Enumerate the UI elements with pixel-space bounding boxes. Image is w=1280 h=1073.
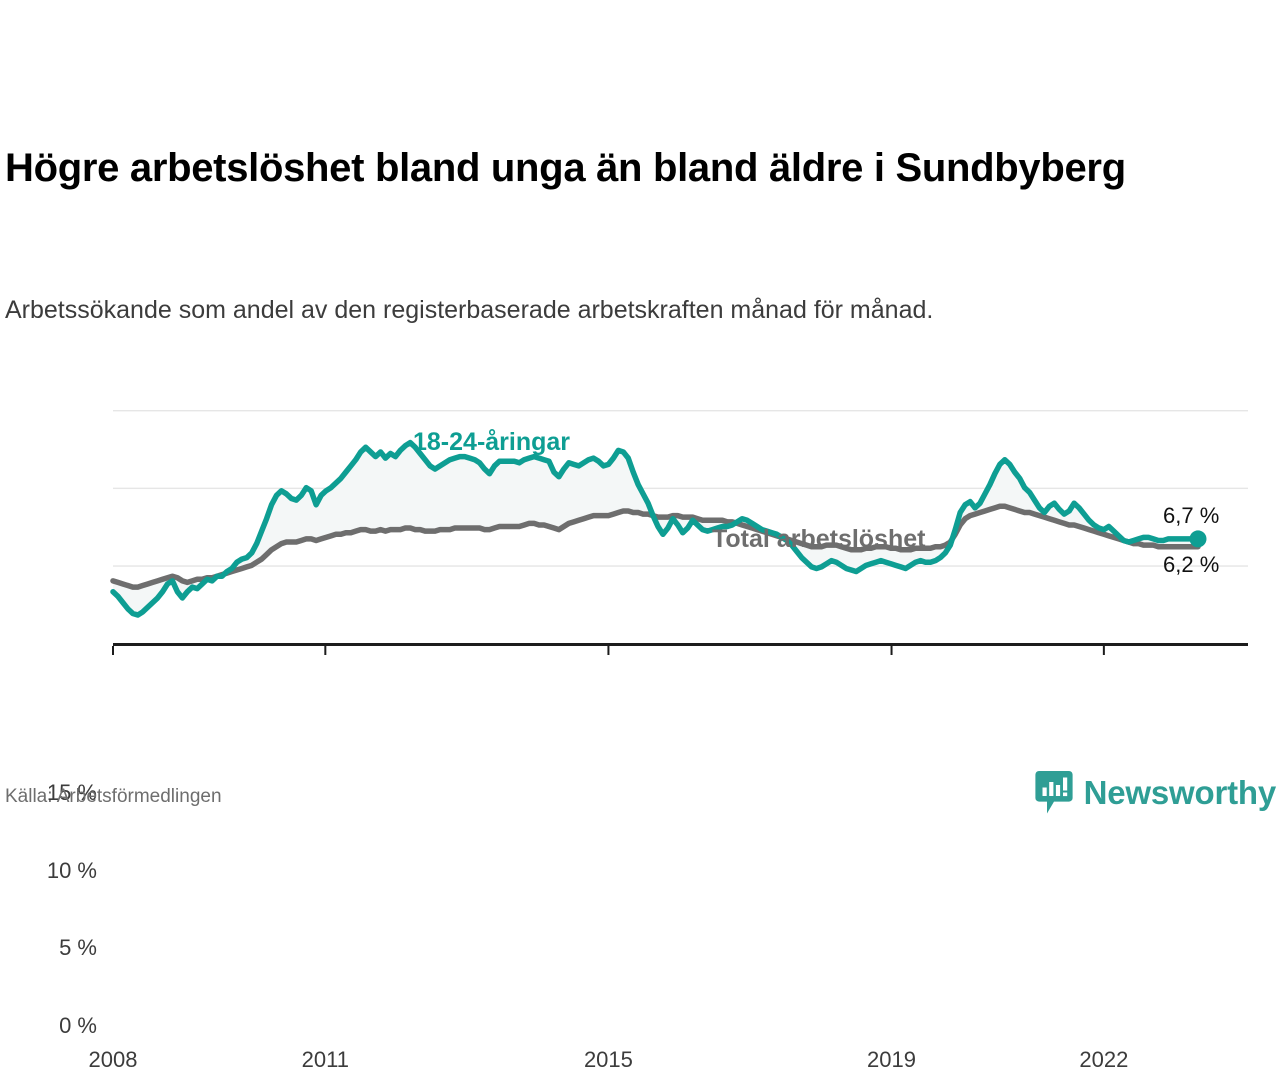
line-chart-plot: [110, 410, 1248, 655]
x-axis-tick-label: 2019: [867, 1047, 917, 1072]
x-axis-tick-label: 2015: [583, 1047, 633, 1072]
y-axis-tick-label: 5 %: [59, 935, 97, 961]
gridline: [113, 487, 1248, 490]
x-axis-tick: [1102, 646, 1105, 655]
gridline: [113, 565, 1248, 567]
series-label-young: 18-24-åringar: [413, 428, 571, 456]
newsworthy-wordmark: Newsworthy: [1083, 773, 1277, 811]
x-axis-tick: [112, 646, 114, 655]
x-axis-tick: [324, 646, 327, 655]
end-value-young: 6,7 %: [1163, 503, 1220, 528]
x-axis-tick-label: 2022: [1079, 1047, 1129, 1072]
between-series-area: [113, 442, 1198, 616]
source-note: Källa: Arbetsförmedlingen: [5, 786, 222, 807]
end-value-total: 6,2 %: [1163, 552, 1220, 577]
x-axis-tick-label: 2011: [301, 1047, 349, 1072]
newsworthy-logo: Newsworthy: [1035, 770, 1276, 815]
x-axis-tick-label: 2008: [88, 1047, 138, 1072]
y-axis-tick-label: 0 %: [59, 1013, 97, 1038]
series-line-young: [110, 439, 1201, 618]
gridline: [113, 410, 1248, 412]
y-axis-tick-label: 10 %: [46, 857, 97, 883]
y-axis-tick-label: 15 %: [46, 780, 97, 805]
page-title: Högre arbetslöshet bland unga än bland ä…: [5, 146, 1126, 190]
chart-page: Högre arbetslöshet bland unga än bland ä…: [0, 146, 1280, 1072]
x-axis-line: [113, 643, 1248, 646]
series-end-marker-young: [1189, 530, 1207, 548]
page-subtitle: Arbetssökande som andel av den registerb…: [5, 296, 934, 324]
bar-chart-speech-bubble-icon: [1035, 771, 1073, 814]
x-axis-tick: [607, 646, 610, 655]
series-label-total: Total arbetslöshet: [712, 525, 926, 553]
chart-container: 0 % 5 % 10 % 15 % 2008 2011 2015 2019 2022: [0, 385, 1280, 1072]
x-axis-tick: [890, 646, 893, 655]
